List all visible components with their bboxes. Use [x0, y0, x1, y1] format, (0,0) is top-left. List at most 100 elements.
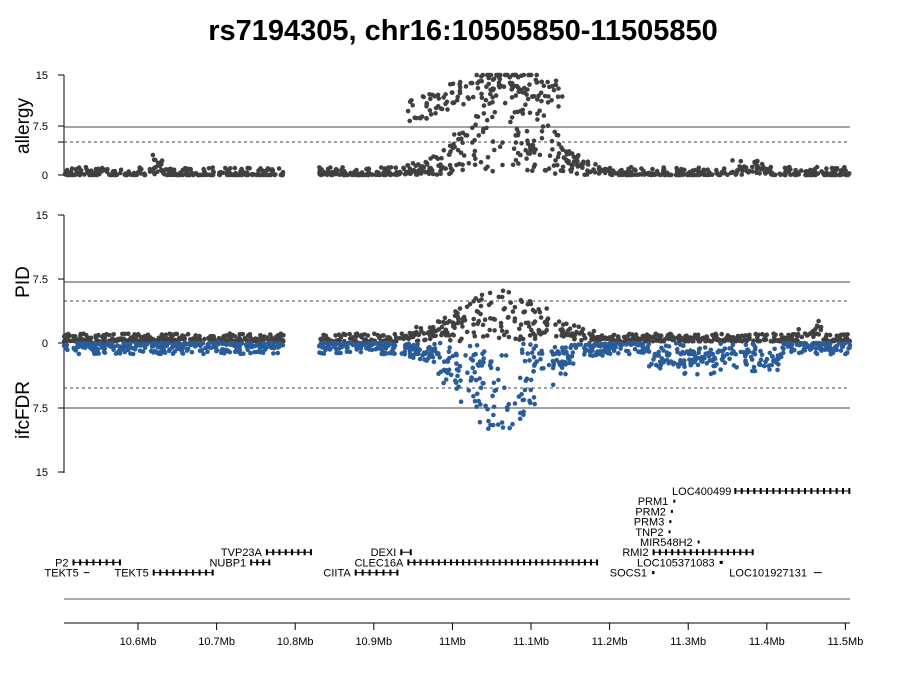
pid-point	[544, 306, 549, 311]
gene-exon	[677, 549, 680, 556]
pid-point	[459, 320, 464, 326]
allergy-point	[470, 125, 475, 131]
allergy-point	[556, 104, 561, 109]
pid-point	[538, 332, 543, 337]
gene-label: NUBP1	[209, 557, 246, 569]
ifcfdr-point	[481, 356, 487, 361]
allergy-point	[677, 172, 683, 178]
pid-point	[560, 328, 566, 334]
allergy-point	[812, 166, 817, 172]
ifcfdr-point	[503, 353, 509, 358]
x-tick-label: 10.7Mb	[198, 636, 235, 648]
gene-exon	[474, 559, 477, 566]
gene-exon	[468, 559, 471, 566]
ifcfdr-point	[491, 412, 496, 418]
ifcfdr-point	[442, 367, 448, 373]
ifcfdr-point	[274, 340, 280, 346]
allergy-point	[450, 168, 455, 173]
allergy-point	[393, 165, 399, 170]
allergy-point	[841, 166, 846, 172]
pid-point	[545, 316, 551, 321]
ifcfdr-point	[455, 373, 460, 379]
allergy-point	[454, 162, 459, 168]
allergy-point	[223, 165, 228, 171]
allergy-point	[714, 171, 719, 176]
pid-point	[501, 332, 507, 338]
ifcfdr-point	[334, 340, 340, 346]
allergy-point	[415, 162, 421, 167]
allergy-point	[413, 169, 418, 175]
allergy-point	[88, 168, 94, 173]
pid-point	[744, 339, 749, 344]
ifcfdr-point	[711, 370, 717, 376]
gene-exon	[178, 569, 181, 576]
ifcfdr-point	[491, 380, 497, 386]
allergy-point	[824, 166, 829, 171]
ifcfdr-point	[702, 345, 708, 350]
pid-point	[448, 338, 453, 343]
allergy-point	[788, 167, 793, 172]
allergy-point	[470, 94, 476, 100]
ifcfdr-point	[214, 348, 219, 354]
ifcfdr-point	[523, 378, 529, 384]
gene-exon	[733, 549, 736, 556]
allergy-point	[556, 86, 561, 91]
ifcfdr-point	[121, 340, 126, 346]
ifcfdr-point	[500, 425, 506, 430]
gene-exon	[658, 549, 661, 556]
ifcfdr-point	[818, 341, 823, 347]
pid-point	[529, 327, 534, 333]
allergy-point	[491, 76, 497, 82]
allergy-point	[733, 172, 738, 177]
ifcfdr-point	[632, 346, 638, 352]
ifcfdr-point	[563, 371, 568, 377]
allergy-point	[493, 93, 499, 98]
gene-exon	[256, 559, 259, 566]
ifcfdr-point	[688, 348, 693, 353]
ifcfdr-point	[696, 346, 702, 352]
ifcfdr-point	[568, 345, 573, 351]
allergy-point	[433, 155, 439, 160]
ifcfdr-point	[786, 340, 792, 346]
allergy-point	[530, 143, 536, 148]
allergy-point	[515, 109, 520, 115]
gene-label: MIR548H2	[640, 537, 693, 549]
allergy-point	[239, 172, 244, 178]
allergy-point	[479, 95, 485, 100]
allergy-point	[759, 161, 765, 167]
allergy-point	[459, 136, 464, 141]
pid-ytick-label-0: 0	[42, 338, 48, 350]
allergy-point	[242, 170, 248, 176]
pid-point	[451, 321, 457, 327]
allergy-point	[359, 172, 365, 178]
ifcfdr-point	[529, 350, 535, 356]
allergy-point	[759, 167, 764, 172]
ifcfdr-point	[589, 347, 595, 353]
allergy-point	[87, 172, 93, 178]
pid-point	[478, 311, 483, 317]
gene-exon	[407, 559, 410, 566]
pid-point	[724, 335, 729, 341]
gene-label: PRM1	[638, 496, 669, 508]
ifcfdr-point	[271, 351, 276, 356]
pid-point	[755, 338, 761, 344]
pid-point	[527, 299, 533, 304]
allergy-point	[247, 165, 252, 171]
ifcfdr-point	[201, 351, 206, 357]
ifcfdr-point	[757, 361, 762, 366]
ifcfdr-point	[711, 363, 716, 369]
allergy-point	[674, 169, 680, 174]
allergy-point	[263, 172, 268, 177]
ifcfdr-point	[172, 349, 178, 354]
ifcfdr-point	[615, 340, 621, 346]
gene-exon	[708, 549, 711, 556]
allergy-point	[527, 82, 532, 87]
ifcfdr-point	[553, 351, 558, 357]
ifcfdr-point	[758, 357, 764, 363]
ifcfdr-point	[758, 348, 763, 354]
allergy-point	[409, 98, 414, 103]
allergy-point	[831, 172, 837, 177]
pid-point	[464, 304, 470, 310]
pid-point	[228, 335, 233, 341]
pid-point	[498, 320, 504, 326]
